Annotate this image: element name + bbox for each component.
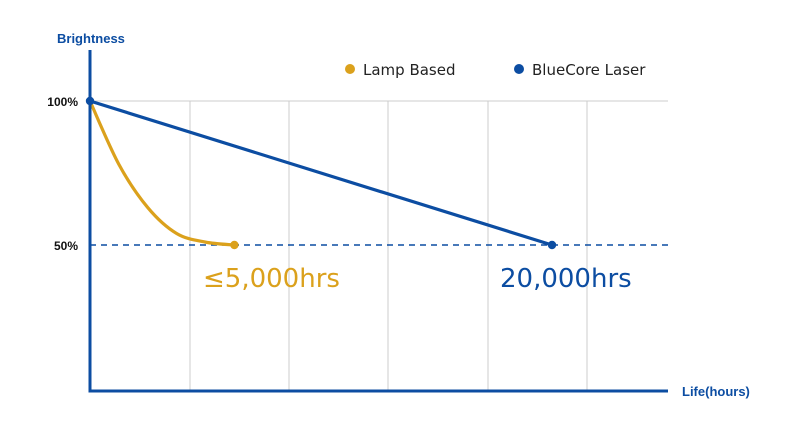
series-end-point-0	[230, 240, 239, 250]
legend: Lamp Based BlueCore Laser	[345, 61, 646, 79]
legend-marker-laser	[514, 64, 524, 74]
grid-lines	[90, 100, 668, 391]
series-end-point-1	[547, 240, 557, 250]
series-layer	[85, 96, 557, 250]
legend-marker-lamp	[345, 64, 355, 74]
y-axis-title: Brightness	[57, 31, 125, 46]
legend-label-lamp: Lamp Based	[363, 61, 456, 79]
legend-label-laser: BlueCore Laser	[532, 61, 646, 79]
y-tick-label-50: 50%	[54, 239, 78, 253]
laser-lifetime-annotation: 20,000hrs	[500, 264, 632, 294]
axes	[88, 50, 668, 393]
series-line-1	[88, 99, 554, 247]
lamp-lifetime-annotation: ≤5,000hrs	[203, 264, 340, 294]
series-line-0	[88, 99, 236, 247]
x-axis-title: Life(hours)	[682, 384, 750, 399]
y-tick-label-100: 100%	[47, 95, 78, 109]
